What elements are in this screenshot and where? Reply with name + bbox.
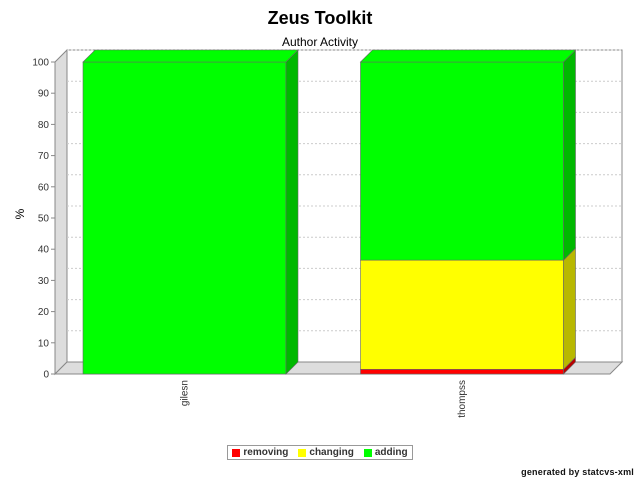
y-tick-label: 10 xyxy=(38,338,50,349)
bar-thompss-removing xyxy=(360,369,564,375)
legend-label-removing: removing xyxy=(243,447,289,458)
y-tick-label: 20 xyxy=(38,307,50,318)
chart-subtitle: Author Activity xyxy=(281,35,359,49)
y-tick-label: 100 xyxy=(32,58,49,69)
y-tick-label: 90 xyxy=(38,89,50,100)
legend-label-adding: adding xyxy=(374,447,408,458)
y-tick-label: 30 xyxy=(38,276,50,287)
bar-chart: 0 10 20 30 40 50 60 70 80 90 100 gilesn thompss % xyxy=(13,48,624,418)
bar-top-thompss-adding xyxy=(359,49,577,63)
legend-item-removing: removing xyxy=(232,447,288,458)
bar-side-thompss-adding xyxy=(563,49,576,261)
bar-gilesn-adding xyxy=(82,61,287,375)
bar-side-thompss-changing xyxy=(563,247,576,371)
legend-item-changing: changing xyxy=(298,447,354,458)
footer-credit: generated by statcvs-xml xyxy=(521,467,634,477)
bars xyxy=(82,49,577,375)
bar-side-gilesn-adding xyxy=(285,49,299,375)
plot-side-wall xyxy=(54,48,68,376)
legend-swatch-adding xyxy=(363,448,372,457)
y-tick-label: 40 xyxy=(38,245,50,256)
bar-thompss-adding xyxy=(360,61,564,261)
legend-item-adding: adding xyxy=(363,447,408,458)
chart-title: Zeus Toolkit xyxy=(267,8,373,28)
y-tick-label: 70 xyxy=(38,151,50,162)
legend: removing changing adding xyxy=(227,445,413,460)
legend-swatch-removing xyxy=(232,448,241,457)
bar-thompss-changing xyxy=(360,259,564,370)
y-tick-label: 60 xyxy=(38,182,50,193)
bar-top-gilesn-adding xyxy=(82,49,299,63)
y-tick-label: 0 xyxy=(43,370,49,381)
legend-label-changing: changing xyxy=(309,447,354,458)
y-tick-label: 80 xyxy=(38,120,50,131)
y-axis: 0 10 20 30 40 50 60 70 80 90 100 xyxy=(32,58,56,381)
x-tick-label-thompss: thompss xyxy=(457,380,468,418)
x-tick-label-gilesn: gilesn xyxy=(180,380,191,406)
legend-swatch-changing xyxy=(298,448,307,457)
x-axis: gilesn thompss xyxy=(180,380,469,418)
y-tick-label: 50 xyxy=(38,214,50,225)
y-axis-label: % xyxy=(13,208,27,219)
